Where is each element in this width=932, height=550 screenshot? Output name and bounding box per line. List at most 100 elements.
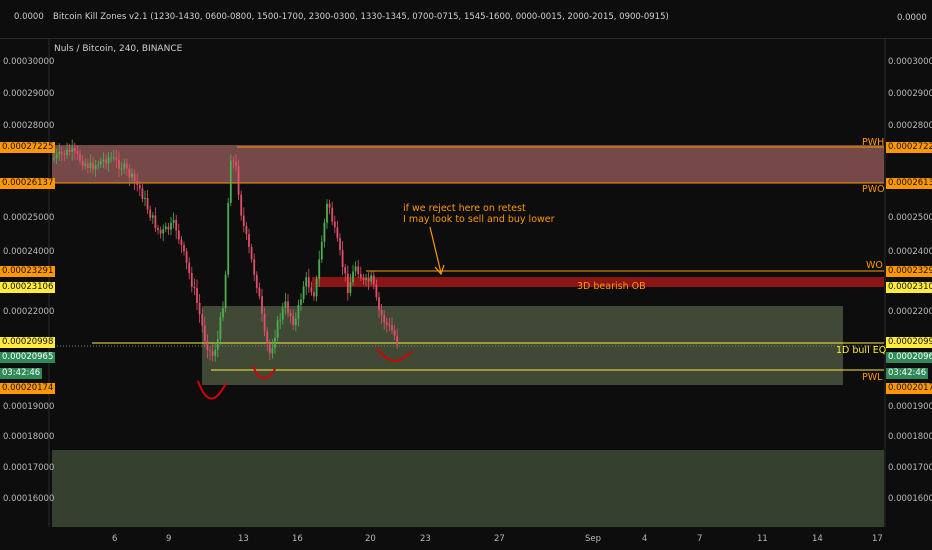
left-tag-pwh: 0.00027225 <box>0 142 56 153</box>
candle-body <box>206 340 209 351</box>
candle-body <box>232 160 235 162</box>
candles-group[interactable] <box>53 139 399 362</box>
candle-body <box>344 267 347 274</box>
left-tick: 0.00022000 <box>3 307 55 317</box>
right-tick: 0.00030000 <box>888 57 932 67</box>
left-tick: 0.00028000 <box>3 121 55 131</box>
symbol-title[interactable]: Nuls / Bitcoin, 240, BINANCE <box>54 44 183 54</box>
bottom-curve-1[interactable] <box>197 380 227 400</box>
candle-body <box>396 335 399 345</box>
candle-body <box>380 310 383 316</box>
candle-body <box>339 238 341 250</box>
left-tick: 0.00029000 <box>3 89 55 99</box>
time-label: 16 <box>292 534 303 544</box>
candle-body <box>354 266 357 272</box>
candle-body <box>359 273 362 278</box>
lower-demand-zone[interactable] <box>52 450 884 527</box>
time-label: 20 <box>365 534 376 544</box>
main-chart-pane[interactable]: Nuls / Bitcoin, 240, BINANCE 0.00030000 … <box>0 39 932 527</box>
candle-body <box>331 207 334 222</box>
candle-body <box>175 220 178 231</box>
candle-body <box>284 301 287 308</box>
candle-body <box>388 324 391 326</box>
candle-body <box>224 274 227 309</box>
time-label: 9 <box>166 534 172 544</box>
candle-body <box>245 226 248 235</box>
right-tick: 0.00018000 <box>888 432 932 442</box>
indicator-title[interactable]: Bitcoin Kill Zones v2.1 (1230-1430, 0600… <box>53 12 669 22</box>
candle-body <box>305 277 308 287</box>
label-pwl[interactable]: PWL <box>862 372 883 383</box>
candle-body <box>128 168 131 178</box>
right-tick: 0.00016000 <box>888 494 932 504</box>
left-tag-last: 0.00020965 <box>0 352 56 363</box>
candle-body <box>170 222 172 230</box>
right-tag-eq: 0.00020998 <box>886 337 932 348</box>
candle-body <box>214 349 217 356</box>
label-bearish-ob[interactable]: 3D bearish OB <box>577 281 646 292</box>
left-tag-eq: 0.00020998 <box>0 337 56 348</box>
candle-body <box>235 161 237 167</box>
label-wo[interactable]: WO <box>866 260 883 271</box>
candle-body <box>53 158 55 160</box>
candle-body <box>193 286 196 289</box>
right-tick: 0.00024000 <box>888 247 932 257</box>
candle-body <box>97 164 100 166</box>
right-tick: 0.00019000 <box>888 402 932 412</box>
candle-body <box>242 215 245 227</box>
candle-body <box>349 282 352 294</box>
bottom-curve-3[interactable] <box>376 347 413 362</box>
time-label: 14 <box>812 534 823 544</box>
time-label: 6 <box>112 534 118 544</box>
time-label: 13 <box>238 534 249 544</box>
candle-body <box>250 247 253 260</box>
right-tick: 0.00025000 <box>888 213 932 223</box>
label-pwo[interactable]: PWO <box>862 184 885 195</box>
right-tick: 0.00022000 <box>888 307 932 317</box>
left-tick: 0.00025000 <box>3 213 55 223</box>
annotation-note-line1[interactable]: if we reject here on retest <box>403 203 526 214</box>
candle-body <box>367 278 370 282</box>
time-label: 11 <box>757 534 768 544</box>
candle-body <box>315 278 318 297</box>
candle-body <box>276 320 279 338</box>
candle-body <box>76 151 79 154</box>
indicator-left-value: 0.0000 <box>14 12 44 22</box>
indicator-pane[interactable]: 0.0000 Bitcoin Kill Zones v2.1 (1230-143… <box>0 0 932 39</box>
candle-body <box>144 198 146 200</box>
annotation-arrow[interactable] <box>429 226 442 274</box>
candle-body <box>167 226 170 230</box>
candle-body <box>138 184 141 189</box>
candle-body <box>71 148 74 152</box>
arrow-head <box>434 264 445 276</box>
candle-body <box>274 337 276 348</box>
time-label: Sep <box>585 534 602 544</box>
candle-body <box>94 165 97 170</box>
time-axis[interactable]: 6 9 13 16 20 23 27 Sep 4 7 11 14 17 <box>0 527 932 550</box>
annotation-note-line2[interactable]: I may look to sell and buy lower <box>403 214 555 225</box>
time-label: 7 <box>697 534 703 544</box>
candle-body <box>281 307 284 320</box>
candle-body <box>385 322 388 325</box>
candle-body <box>115 157 118 160</box>
label-pwh[interactable]: PWH <box>862 137 885 148</box>
candle-body <box>105 159 107 164</box>
left-tag-wo: 0.00023291 <box>0 266 56 277</box>
candle-body <box>66 149 68 156</box>
candle-body <box>55 154 58 159</box>
candle-body <box>383 315 386 323</box>
candle-body <box>201 314 204 326</box>
candle-body <box>73 148 76 152</box>
bottom-curve-2[interactable] <box>252 365 276 380</box>
candle-body <box>81 160 84 166</box>
candle-body <box>107 157 110 164</box>
label-bull-eq[interactable]: 1D bull EQ <box>836 345 887 356</box>
candle-body <box>227 202 230 275</box>
right-tag-pwo: 0.00026137 <box>886 178 932 189</box>
candle-body <box>362 277 365 280</box>
bearish-order-block[interactable] <box>312 277 884 287</box>
candle-body <box>196 288 198 303</box>
candle-body <box>89 162 92 168</box>
premium-zone[interactable] <box>52 145 884 183</box>
candlestick-chart[interactable] <box>0 39 932 527</box>
